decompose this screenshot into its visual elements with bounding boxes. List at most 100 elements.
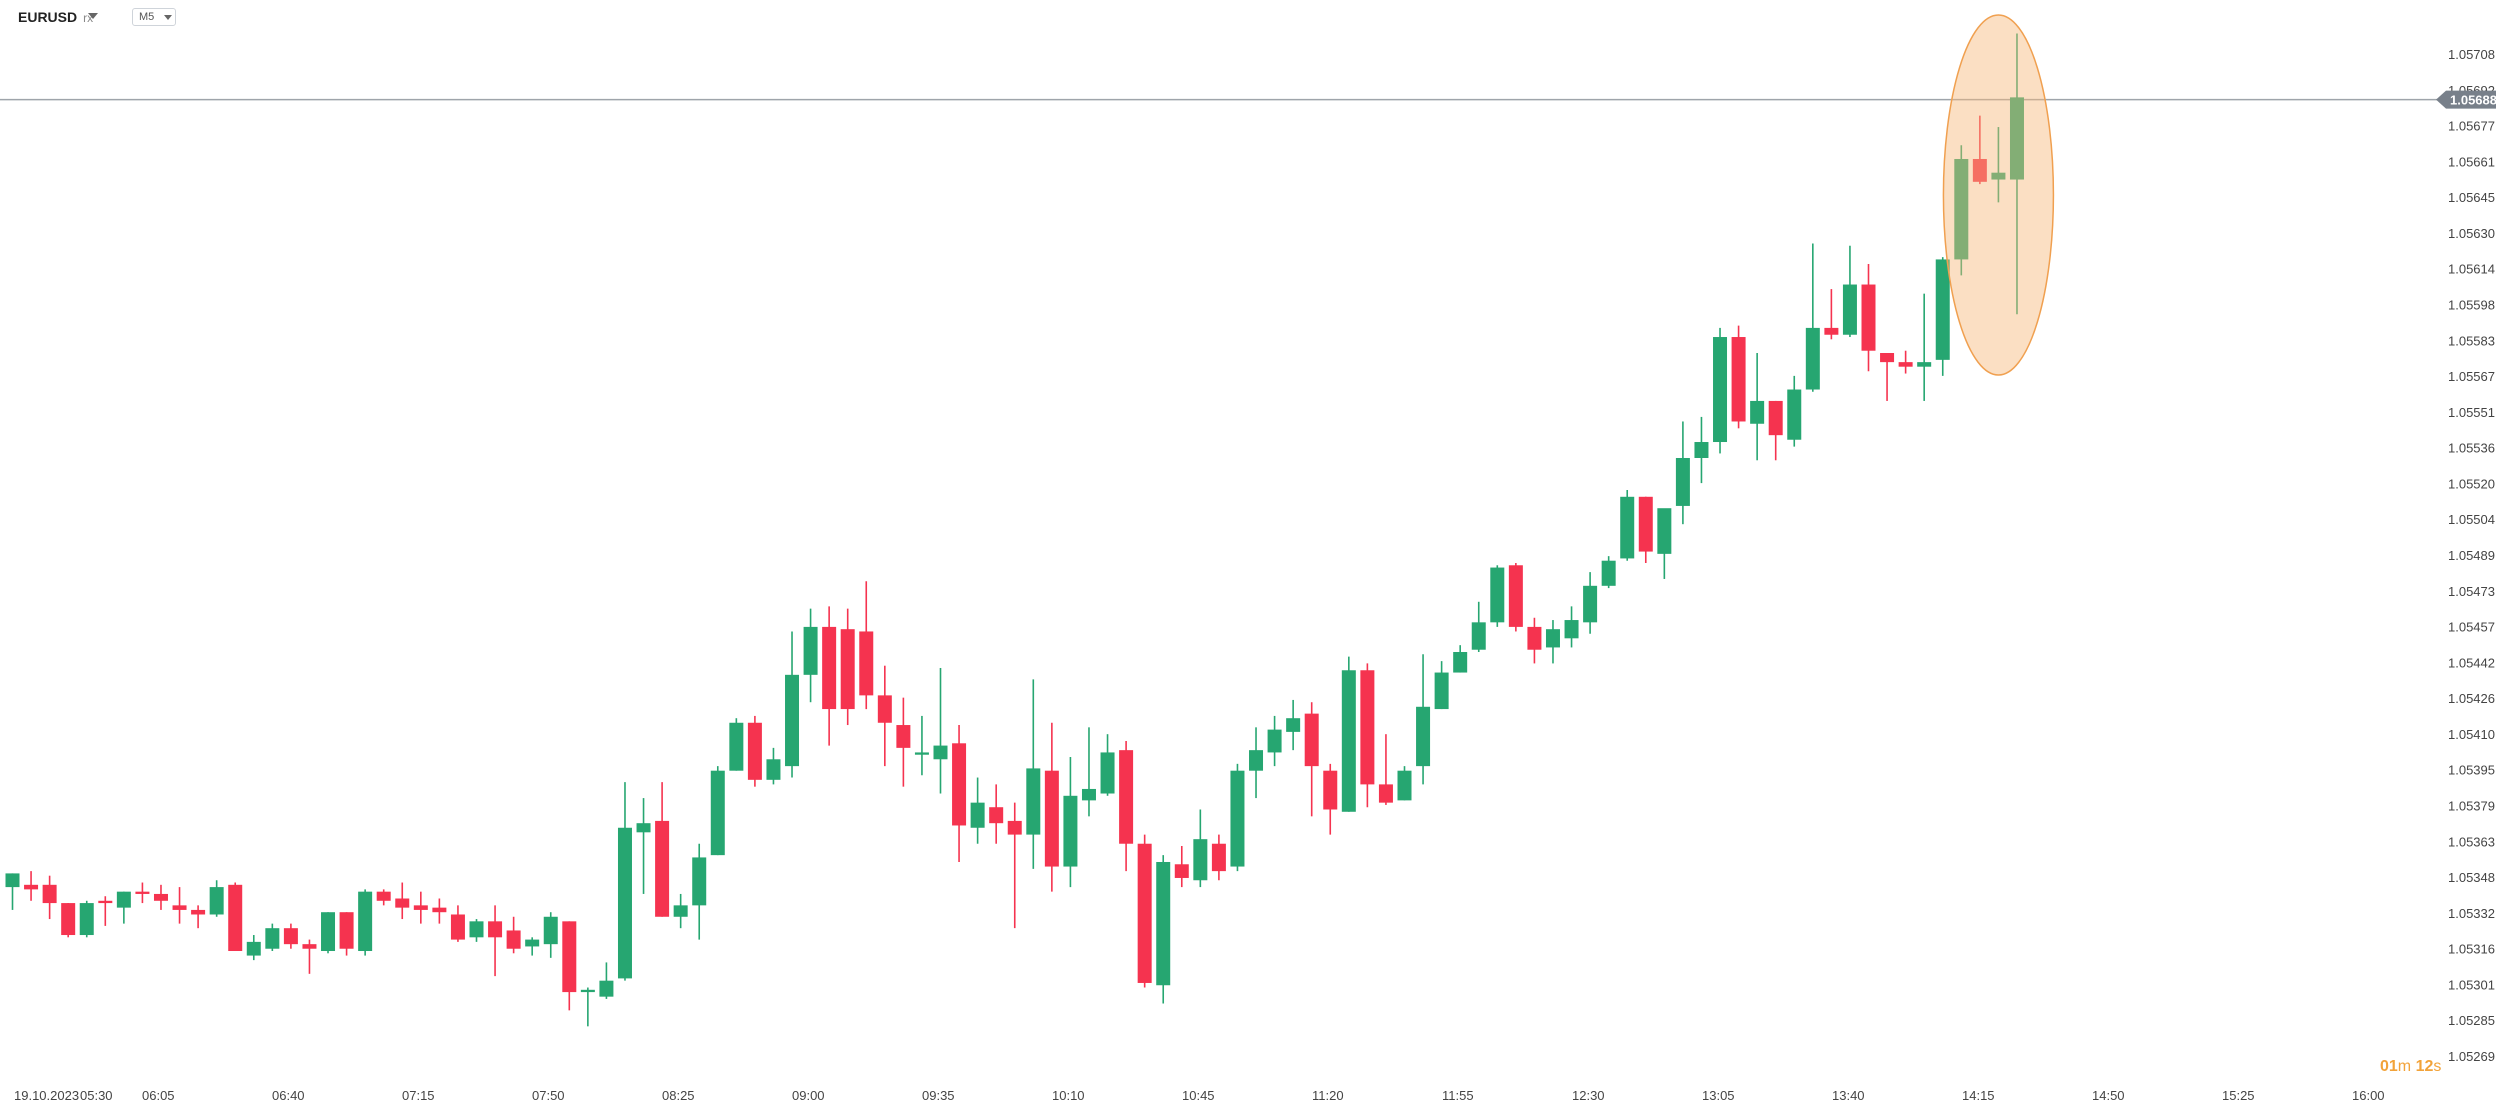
candle-body	[283, 928, 298, 945]
candle-body	[1360, 670, 1375, 785]
price-tick-label: 1.05457	[2448, 620, 2495, 635]
candle-body	[1991, 172, 2006, 180]
candle-body	[1601, 560, 1616, 586]
price-tick-label: 1.05410	[2448, 727, 2495, 742]
candle-body	[2009, 97, 2024, 180]
price-tick-label: 1.05536	[2448, 441, 2495, 456]
candle-body	[321, 912, 336, 952]
candle-body	[1434, 672, 1449, 710]
candle-body	[1044, 770, 1059, 867]
candle-body	[785, 674, 800, 767]
candle-body	[1026, 768, 1041, 835]
price-tick-label: 1.05473	[2448, 584, 2495, 599]
candle-body	[1063, 795, 1078, 867]
candle-body	[1286, 718, 1301, 732]
time-tick-label: 14:15	[1962, 1088, 1995, 1103]
candle-body	[79, 903, 94, 936]
chart-toolbar: EURUSD rx M5	[0, 0, 600, 36]
candle-body	[1193, 839, 1208, 881]
price-tick-label: 1.05426	[2448, 691, 2495, 706]
price-tick-label: 1.05301	[2448, 977, 2495, 992]
candle-body	[61, 903, 76, 936]
candle-body	[5, 873, 20, 888]
time-tick-label: 19.10.2023	[14, 1088, 79, 1103]
candle-body	[469, 921, 484, 938]
current-price-label: 1.05688	[2450, 93, 2497, 108]
price-tick-label: 1.05551	[2448, 405, 2495, 420]
current-price-tag	[2436, 90, 2496, 109]
candle-body	[1675, 457, 1690, 506]
candle-body	[1137, 843, 1152, 983]
candle-body	[859, 631, 874, 696]
candle-body	[655, 820, 670, 917]
price-tick-label: 1.05583	[2448, 333, 2495, 348]
countdown-minute-unit: m	[2397, 1058, 2412, 1075]
candle-body	[989, 807, 1004, 824]
candle-body	[543, 916, 558, 945]
candle-body	[562, 921, 577, 993]
candle-body	[1453, 652, 1468, 673]
time-tick-label: 05:30	[80, 1088, 113, 1103]
candle-body	[191, 909, 206, 915]
candle-body	[395, 898, 410, 908]
countdown-minutes: 01	[2380, 1058, 2398, 1075]
countdown-second-unit: s	[2433, 1058, 2442, 1075]
candle-body	[1787, 389, 1802, 440]
timeframe-selector[interactable]: M5	[132, 8, 176, 26]
candle-body	[1304, 713, 1319, 767]
time-tick-label: 12:30	[1572, 1088, 1605, 1103]
candle-body	[1378, 784, 1393, 803]
time-tick-label: 16:00	[2352, 1088, 2385, 1103]
candle-body	[246, 941, 261, 956]
time-tick-label: 06:40	[272, 1088, 305, 1103]
candle-body	[692, 857, 707, 906]
candle-body	[673, 905, 688, 917]
time-tick-label: 13:40	[1832, 1088, 1865, 1103]
candle-body	[1119, 750, 1134, 844]
candle-body	[153, 893, 168, 901]
symbol-name: EURUSD	[18, 9, 78, 25]
price-tick-label: 1.05348	[2448, 870, 2495, 885]
candle-body	[209, 887, 224, 915]
candle-body	[24, 884, 39, 890]
price-tick-label: 1.05614	[2448, 262, 2495, 277]
candle-body	[599, 980, 614, 997]
candle-body	[580, 989, 595, 993]
candle-body	[488, 921, 503, 938]
time-tick-label: 10:45	[1182, 1088, 1215, 1103]
time-tick-label: 14:50	[2092, 1088, 2125, 1103]
candle-body	[1230, 770, 1245, 867]
candle-body	[1564, 620, 1579, 639]
candle-body	[1174, 864, 1189, 878]
candle-body	[525, 939, 540, 947]
candle-body	[1620, 496, 1635, 559]
candle-body	[135, 891, 150, 894]
candle-body	[228, 884, 243, 952]
price-tick-label: 1.05332	[2448, 906, 2495, 921]
candle-body	[1972, 158, 1987, 182]
price-tick-label: 1.05598	[2448, 298, 2495, 313]
time-tick-label: 08:25	[662, 1088, 695, 1103]
price-tick-label: 1.05363	[2448, 834, 2495, 849]
candle-body	[1527, 626, 1542, 650]
candle-body	[1490, 567, 1505, 623]
candle-body	[1583, 585, 1598, 623]
candle-body	[1694, 442, 1709, 458]
candle-body	[747, 722, 762, 780]
candle-body	[358, 891, 373, 952]
candle-body	[450, 914, 465, 940]
price-tick-label: 1.05645	[2448, 190, 2495, 205]
candle-body	[172, 905, 187, 910]
chevron-down-icon	[164, 15, 172, 20]
time-tick-label: 11:20	[1312, 1088, 1344, 1103]
candle-body	[1341, 670, 1356, 812]
candle-body	[1713, 337, 1728, 443]
chevron-down-icon[interactable]	[88, 13, 98, 19]
price-tick-label: 1.05379	[2448, 799, 2495, 814]
candle-body	[413, 905, 428, 910]
countdown-seconds: 12	[2415, 1058, 2434, 1075]
candle-body	[1842, 284, 1857, 335]
candle-body	[116, 891, 131, 908]
candle-body	[1917, 362, 1932, 367]
